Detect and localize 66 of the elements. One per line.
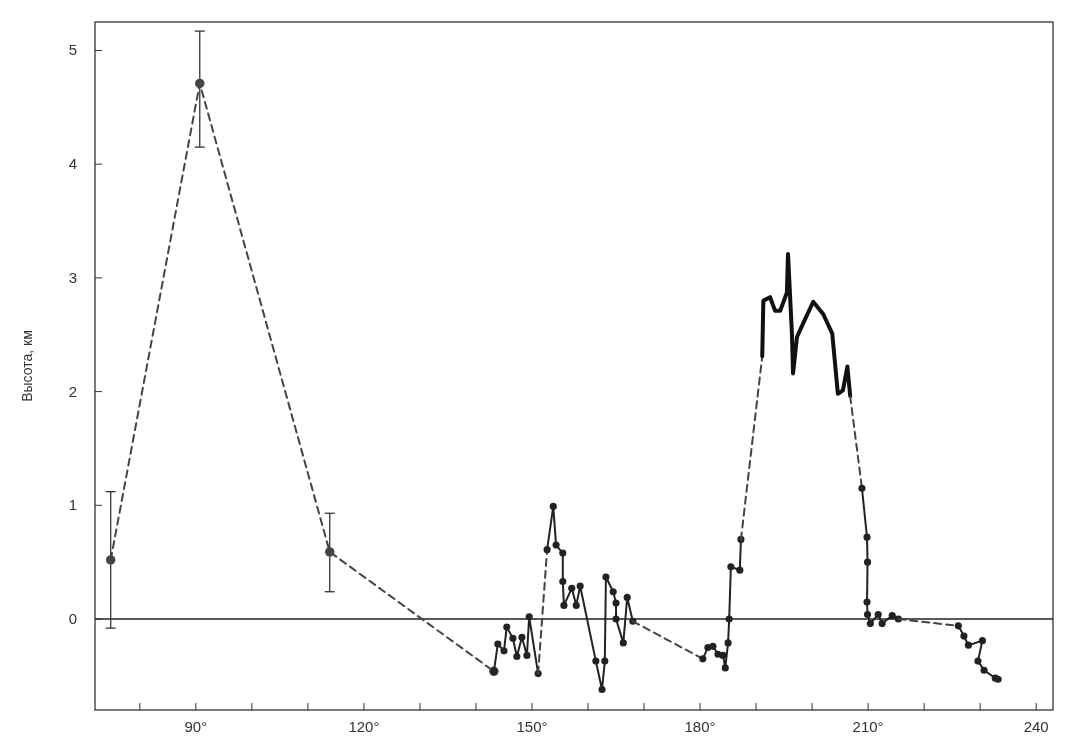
point: [724, 639, 732, 647]
point: [568, 584, 576, 592]
point: [960, 632, 968, 640]
point: [699, 655, 707, 663]
y-tick-label: 4: [68, 155, 78, 173]
point: [866, 620, 874, 628]
y-tick-label: 3: [68, 268, 78, 286]
point: [623, 593, 631, 601]
line-series: [760, 251, 853, 399]
point: [954, 622, 962, 630]
point: [513, 652, 521, 661]
point: [863, 558, 872, 566]
point: [612, 599, 620, 607]
point: [509, 634, 517, 642]
point: [709, 642, 717, 650]
point: [195, 78, 205, 89]
y-tick-label: 1: [68, 496, 78, 514]
point: [978, 637, 986, 645]
point: [500, 647, 508, 655]
x-tick-label: 240: [1023, 718, 1049, 735]
point: [863, 598, 871, 606]
point: [609, 588, 617, 596]
point: [525, 613, 533, 621]
point: [552, 541, 560, 549]
point: [560, 601, 568, 609]
y-tick-label: 2: [68, 382, 78, 400]
point: [619, 639, 627, 647]
point: [863, 533, 871, 541]
point: [888, 612, 896, 620]
x-tick-label: 90°: [184, 718, 208, 735]
point: [964, 641, 972, 649]
x-tick-label: 120°: [348, 718, 380, 735]
point: [736, 566, 744, 574]
point: [874, 610, 882, 619]
point: [494, 640, 502, 648]
point: [518, 633, 526, 641]
point: [602, 573, 610, 581]
point: [598, 685, 606, 694]
x-tick-label: 150°: [516, 718, 548, 735]
point: [105, 555, 116, 565]
x-tick-label: 210°: [852, 718, 884, 735]
y-tick-label: 5: [68, 41, 78, 59]
point: [719, 651, 727, 659]
point: [523, 651, 531, 659]
point: [974, 657, 982, 665]
point: [543, 546, 551, 554]
point: [980, 666, 988, 674]
point: [725, 615, 733, 623]
y-axis-title: Высота, км: [19, 330, 35, 402]
y-tick-label: 0: [68, 610, 78, 628]
point: [576, 582, 584, 590]
point: [863, 610, 872, 619]
x-tick-label: 180°: [684, 718, 716, 735]
point: [727, 563, 735, 571]
point: [878, 620, 886, 628]
point: [612, 615, 620, 623]
point: [503, 623, 511, 631]
point: [858, 484, 866, 492]
point: [601, 657, 609, 665]
point: [559, 549, 567, 557]
point: [572, 601, 580, 609]
point: [592, 657, 600, 665]
point: [721, 664, 729, 672]
point: [325, 547, 335, 557]
point: [559, 577, 567, 586]
point: [549, 502, 557, 510]
